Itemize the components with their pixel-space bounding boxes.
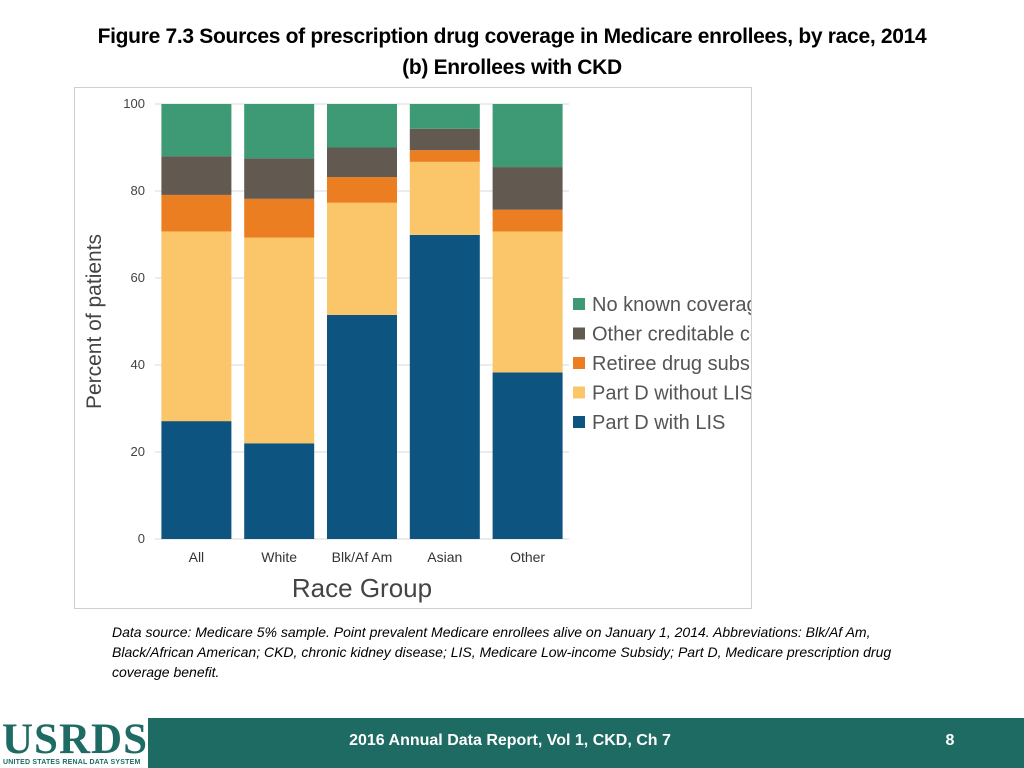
legend-swatch-no-known-coverage [573,298,585,310]
bar-blk-af-am-part-d-without-lis [327,202,397,315]
bar-other-part-d-without-lis [492,231,563,373]
figure-title-line2: (b) Enrollees with CKD [402,56,622,79]
bar-all-part-d-with-lis [161,421,232,539]
bar-other-no-known-coverage [492,104,563,168]
legend-label-retiree-drug-subsidy: Retiree drug subsidy [592,353,751,375]
bar-other-retiree-drug-subsidy [492,209,563,232]
bar-other-other-creditable-coverage [492,167,563,210]
legend-swatch-part-d-with-lis [573,416,585,428]
chart-frame: 0 20 40 60 80 100 All White Blk/Af Am Asian Other R… [74,87,752,609]
footer-bar: USRDS UNITED STATES RENAL DATA SYSTEM 20… [0,716,1024,768]
page-number: 8 [945,732,955,749]
legend-swatch-part-d-without-lis [573,386,585,399]
y-tick-label-60: 60 [131,270,145,285]
bar-asian-retiree-drug-subsidy [409,150,480,162]
bar-white-other-creditable-coverage [244,158,315,199]
legend-label-part-d-with-lis: Part D with LIS [592,412,725,434]
y-tick-label-0: 0 [138,531,145,546]
figure-title: Figure 7.3 Sources of prescription drug … [0,21,1024,83]
y-tick-label-100: 100 [123,96,145,111]
bar-all-retiree-drug-subsidy [161,194,232,232]
bar-blk-af-am-part-d-with-lis [327,314,397,539]
legend-label-other-creditable-coverage: Other creditable coverage [592,324,751,346]
bar-asian-part-d-without-lis [409,161,480,235]
bar-asian-no-known-coverage [409,104,480,129]
bar-blk-af-am-other-creditable-coverage [327,147,397,178]
bar-blk-af-am-retiree-drug-subsidy [327,177,397,203]
bar-all-other-creditable-coverage [161,156,232,195]
x-tick-label-other: Other [510,549,545,565]
x-axis-title: Race Group [292,573,432,603]
bar-other-part-d-with-lis [492,372,563,539]
bar-white-part-d-with-lis [244,443,315,539]
bar-blk-af-am-no-known-coverage [327,104,397,148]
x-tick-label-white: White [261,549,297,565]
y-tick-label-40: 40 [131,357,145,372]
y-tick-label-80: 80 [131,183,145,198]
bar-white-part-d-without-lis [244,237,315,444]
legend-label-part-d-without-lis: Part D without LIS [592,383,751,405]
legend-swatch-other-creditable-coverage [573,327,585,340]
bar-asian-other-creditable-coverage [409,128,480,151]
legend-swatch-retiree-drug-subsidy [573,357,585,369]
y-tick-label-20: 20 [131,444,145,459]
bar-all-no-known-coverage [161,104,232,157]
figure-title-line1: Figure 7.3 Sources of prescription drug … [97,25,927,48]
bar-white-retiree-drug-subsidy [244,198,315,238]
legend-label-no-known-coverage: No known coverage [592,294,751,316]
x-tick-label-blk-af-am: Blk/Af Am [332,549,393,565]
stacked-bar-chart: 0 20 40 60 80 100 All White Blk/Af Am Asian Other R… [83,96,751,603]
data-source-note: Data source: Medicare 5% sample. Point p… [112,624,892,680]
y-axis-title: Percent of patients [83,234,106,409]
report-citation: 2016 Annual Data Report, Vol 1, CKD, Ch … [349,732,671,749]
bar-white-no-known-coverage [244,104,315,159]
logo-subtext: UNITED STATES RENAL DATA SYSTEM [3,759,141,766]
usrds-logo: USRDS UNITED STATES RENAL DATA SYSTEM [0,716,148,768]
x-tick-label-all: All [189,549,205,565]
x-tick-label-asian: Asian [427,549,462,565]
bar-all-part-d-without-lis [161,231,232,422]
bar-asian-part-d-with-lis [409,234,480,539]
logo-word: USRDS [2,716,148,763]
